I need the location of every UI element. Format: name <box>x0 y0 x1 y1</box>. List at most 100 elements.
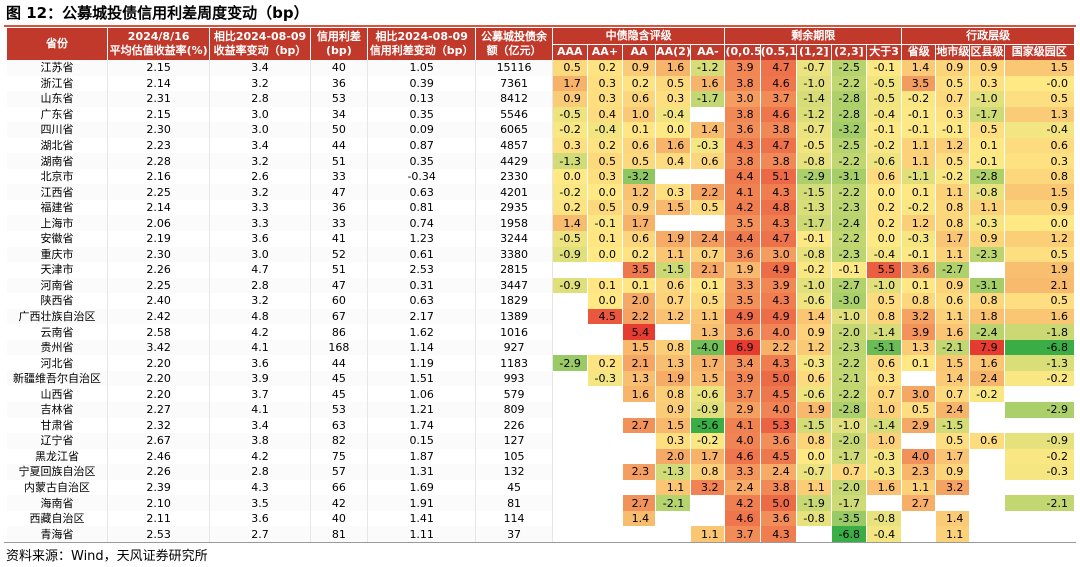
heat-cell-t-3: -2.8 <box>831 106 868 123</box>
yield-change-cell: 2.8 <box>209 464 311 480</box>
heat-cell-r-1: 0.5 <box>587 153 624 169</box>
spread-change-cell: 2.17 <box>367 308 477 325</box>
spread-cell: 52 <box>310 246 368 263</box>
heat-cell-a-0: 3.2 <box>901 308 937 325</box>
heat-cell-a-0: 1.4 <box>901 60 937 76</box>
heat-cell-a-1: 1.5 <box>935 355 971 371</box>
spread-cell: 47 <box>310 277 368 294</box>
yield-change-cell: 4.2 <box>209 448 311 465</box>
balance-cell: 4429 <box>475 153 553 169</box>
heat-cell-t-4: -0.5 <box>866 91 903 107</box>
table-row: 四川省 2.30 3.0 50 0.09 6065 -0.2 -0.4 0.1 0.0 1.4 3.6… <box>7 122 1076 138</box>
spread-change-cell: 1.87 <box>367 448 477 465</box>
heat-cell-r-2: 0.6 <box>622 137 657 154</box>
heat-cell-r-0: -0.5 <box>552 231 588 247</box>
yield-cell: 2.19 <box>107 231 211 247</box>
heat-cell-a-2: 0.9 <box>969 60 1005 76</box>
heat-cell-a-0: 0.8 <box>901 293 937 309</box>
table-row: 内蒙古自治区 2.39 4.3 66 1.69 45 1.1 3.2 2.4 3.8 1.1 -2.0… <box>7 479 1076 496</box>
yield-cell: 2.26 <box>107 262 211 278</box>
spread-change-cell: 0.39 <box>367 75 477 92</box>
heat-cell-a-3: -2.9 <box>1004 402 1076 418</box>
heat-cell-r-2: 0.6 <box>622 91 657 107</box>
yield-cell: 2.31 <box>107 91 211 107</box>
heat-cell-r-0 <box>552 510 588 527</box>
heat-cell-t-3: -2.1 <box>831 370 868 387</box>
heat-cell-r-4: 1.1 <box>690 526 726 542</box>
spread-change-cell: 2.53 <box>367 262 477 278</box>
yield-cell: 2.26 <box>107 464 211 480</box>
heat-cell-a-2: 1.6 <box>969 355 1005 371</box>
heat-cell-t-0: 3.7 <box>724 526 761 542</box>
heat-cell-r-4: 1.5 <box>690 370 726 387</box>
heat-cell-t-3: -2.0 <box>831 479 868 496</box>
heat-cell-r-0 <box>552 370 588 387</box>
table-row: 广东省 2.15 3.0 34 0.35 5546 -0.5 0.4 1.0 -0.4 3.8 4.6… <box>7 106 1076 123</box>
heat-cell-a-3: -1.3 <box>1004 355 1076 371</box>
heat-cell-t-3: -1.7 <box>831 448 868 465</box>
heat-cell-t-4: -0.1 <box>866 60 903 76</box>
balance-cell: 1183 <box>475 355 553 371</box>
heat-cell-r-1: 0.0 <box>587 293 624 309</box>
heat-cell-t-2: -0.8 <box>796 246 832 263</box>
heat-cell-r-0: -0.9 <box>552 246 588 263</box>
heat-cell-r-1 <box>587 448 624 465</box>
heat-cell-r-1: 0.5 <box>587 199 624 216</box>
heat-cell-a-3: 1.6 <box>1004 308 1076 325</box>
heat-cell-a-1: 1.1 <box>935 308 971 325</box>
col-spread: 信用利差 (bp) <box>310 28 368 60</box>
heat-cell-r-1 <box>587 417 624 434</box>
yield-cell: 2.58 <box>107 324 211 340</box>
heat-cell-r-3: 1.3 <box>655 355 692 371</box>
subheader-rating-2: AA <box>622 44 657 60</box>
heat-cell-r-1: 0.1 <box>587 277 624 294</box>
heat-cell-a-0 <box>901 510 937 527</box>
heat-cell-a-0: -0.1 <box>901 122 937 138</box>
heat-cell-r-3 <box>655 510 692 527</box>
balance-cell: 114 <box>475 510 553 527</box>
province-cell: 青海省 <box>7 526 108 542</box>
heat-cell-a-1: -2.7 <box>935 262 971 278</box>
spread-cell: 63 <box>310 417 368 434</box>
heat-cell-a-0: 2.9 <box>901 417 937 434</box>
balance-cell: 3447 <box>475 277 553 294</box>
heat-cell-a-1: 0.9 <box>935 277 971 294</box>
yield-cell: 2.20 <box>107 370 211 387</box>
heat-cell-r-2: 0.1 <box>622 122 657 138</box>
spread-change-cell: 1.14 <box>367 339 477 356</box>
heat-cell-a-2 <box>969 448 1005 465</box>
spread-cell: 41 <box>310 231 368 247</box>
heat-cell-a-0: 4.0 <box>901 448 937 465</box>
heat-cell-r-2: 3.5 <box>622 262 657 278</box>
table-row: 云南省 2.58 4.2 86 1.62 1016 5.4 1.3 3.6 4.0 0.9 -2.0-… <box>7 324 1076 340</box>
spread-cell: 47 <box>310 184 368 200</box>
table-row: 江苏省 2.15 3.4 40 1.05 15116 0.5 0.2 0.9 1.6 -1.2 3.9… <box>7 60 1076 76</box>
heat-cell-a-3: 1.9 <box>1004 262 1076 278</box>
heat-cell-r-2: 0.9 <box>622 60 657 76</box>
heat-cell-r-1: 0.3 <box>587 75 624 92</box>
table-row: 宁夏回族自治区 2.26 2.8 57 1.31 132 2.3 -1.3 0.8 3.3 2.4-… <box>7 464 1076 480</box>
balance-cell: 579 <box>475 386 553 403</box>
heat-cell-t-3: -6.8 <box>831 526 868 542</box>
heat-cell-a-3: -0.9 <box>1004 433 1076 449</box>
heat-cell-r-3: -2.1 <box>655 495 692 511</box>
heat-cell-a-1: 0.5 <box>935 153 971 169</box>
heat-cell-a-0: -1.1 <box>901 168 937 185</box>
subheader-term-2: (1,2] <box>796 44 832 60</box>
subheader-rating-0: AAA <box>552 44 588 60</box>
table-row: 广西壮族自治区 2.42 4.8 67 2.17 1389 4.5 2.2 1.2 1.1 4.9 4… <box>7 308 1076 325</box>
heat-cell-a-0: 3.6 <box>901 262 937 278</box>
heat-cell-a-3: -0.3 <box>1004 464 1076 480</box>
heat-cell-a-1: 0.5 <box>935 433 971 449</box>
heat-cell-a-0: 0.1 <box>901 277 937 294</box>
heat-cell-t-2: 0.6 <box>796 370 832 387</box>
heat-cell-a-1: 1.6 <box>935 324 971 340</box>
heat-cell-t-1: 4.7 <box>760 137 797 154</box>
heat-cell-a-0: 2.3 <box>901 464 937 480</box>
yield-cell: 2.15 <box>107 106 211 123</box>
heat-cell-r-4: -5.6 <box>690 417 726 434</box>
spread-change-cell: 1.21 <box>367 402 477 418</box>
heat-cell-t-0: 6.9 <box>724 339 761 356</box>
heat-cell-t-0: 4.1 <box>724 184 761 200</box>
yield-cell: 2.46 <box>107 448 211 465</box>
